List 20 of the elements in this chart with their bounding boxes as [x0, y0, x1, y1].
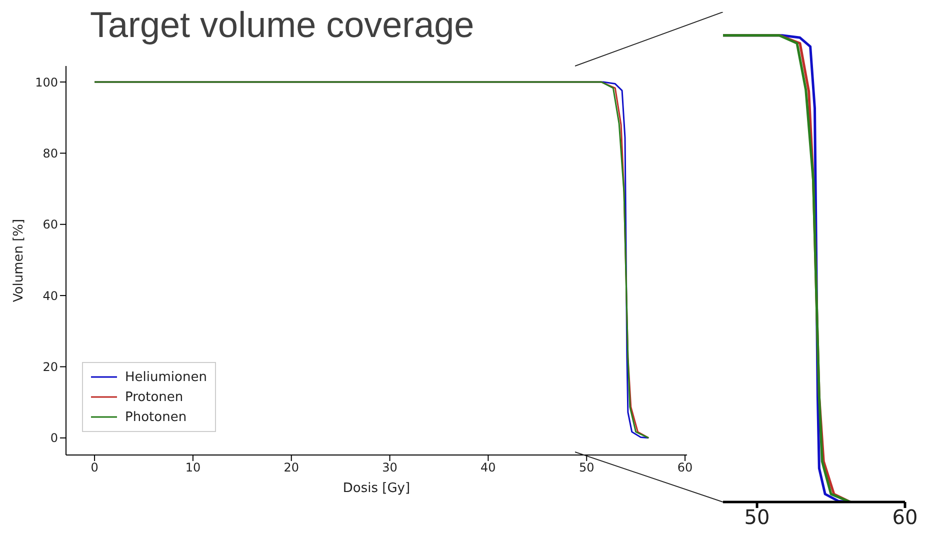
x-tick-label: 20 — [284, 460, 300, 475]
legend-label: Photonen — [125, 410, 187, 424]
y-tick-label: 80 — [42, 146, 58, 160]
y-tick-label: 0 — [50, 431, 58, 446]
chart-title: Target volume coverage — [90, 4, 474, 46]
y-axis-title: Volumen [%] — [12, 218, 27, 302]
y-tick-label: 20 — [42, 360, 58, 374]
y-tick-label: 60 — [42, 218, 58, 232]
x-tick-label: 60 — [677, 460, 693, 475]
x-tick-label: 50 — [578, 460, 594, 475]
x-tick-label: 10 — [185, 460, 201, 475]
y-tick-label: 40 — [42, 288, 58, 303]
legend-label: Protonen — [125, 390, 184, 404]
x-axis-title: Dosis [Gy] — [342, 481, 410, 496]
y-tick-label: 100 — [35, 75, 58, 90]
x-tick-label: 40 — [480, 460, 496, 475]
x-tick-label: 50 — [744, 505, 770, 530]
legend-label: Heliumionen — [125, 370, 207, 384]
x-tick-label: 30 — [382, 460, 398, 475]
x-tick-label: 0 — [90, 460, 98, 475]
